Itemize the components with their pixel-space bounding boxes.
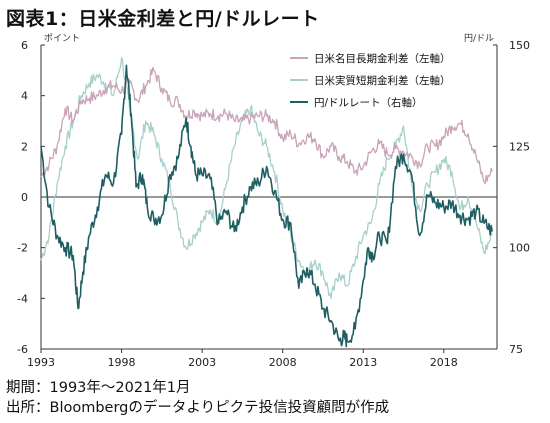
- x-tick-label: 2018: [430, 356, 458, 369]
- right-tick-label: 100: [509, 242, 530, 255]
- period-note: 期間：1993年～2021年1月: [6, 380, 191, 396]
- series-lines: [40, 57, 493, 348]
- left-tick-label: -2: [17, 242, 28, 255]
- legend-label-2: 日米実質短期金利差（左軸）: [314, 74, 451, 87]
- axes: 6 4 2 0 -2 -4 -6 150 125 100 75 1993 1998 2003 2008 201…: [17, 33, 530, 369]
- left-tick-label: 6: [21, 39, 28, 52]
- legend-label-1: 日米名目長期金利差（左軸）: [314, 52, 451, 65]
- left-axis-unit: ポイント: [44, 33, 80, 44]
- series-line-3: [40, 64, 493, 348]
- source-note: 出所：Bloombergのデータよりピクテ投信投資顧問が作成: [6, 400, 390, 416]
- x-tick-label: 2003: [188, 356, 216, 369]
- right-tick-label: 150: [509, 39, 530, 52]
- x-tick-label: 2008: [269, 356, 297, 369]
- chart-title: 図表1：日米金利差と円/ドルレート: [6, 8, 320, 30]
- x-tick-label: 1993: [27, 356, 55, 369]
- right-tick-label: 125: [509, 140, 530, 153]
- left-tick-label: 0: [21, 191, 28, 204]
- x-tick-label: 1998: [108, 356, 136, 369]
- x-tick-label: 2013: [349, 356, 377, 369]
- left-tick-label: -4: [17, 292, 28, 305]
- right-tick-label: 75: [509, 343, 523, 356]
- left-tick-label: 2: [21, 140, 28, 153]
- left-tick-label: -6: [17, 343, 28, 356]
- left-tick-label: 4: [21, 90, 28, 103]
- legend-label-3: 円/ドルレート（右軸）: [314, 96, 423, 109]
- right-axis-unit: 円/ドル: [464, 33, 494, 44]
- series-line-1: [40, 66, 493, 185]
- series-line-2: [40, 57, 493, 299]
- notes: 期間：1993年～2021年1月 出所：Bloombergのデータよりピクテ投信…: [6, 378, 389, 418]
- legend: 日米名目長期金利差（左軸） 日米実質短期金利差（左軸） 円/ドルレート（右軸）: [290, 52, 451, 109]
